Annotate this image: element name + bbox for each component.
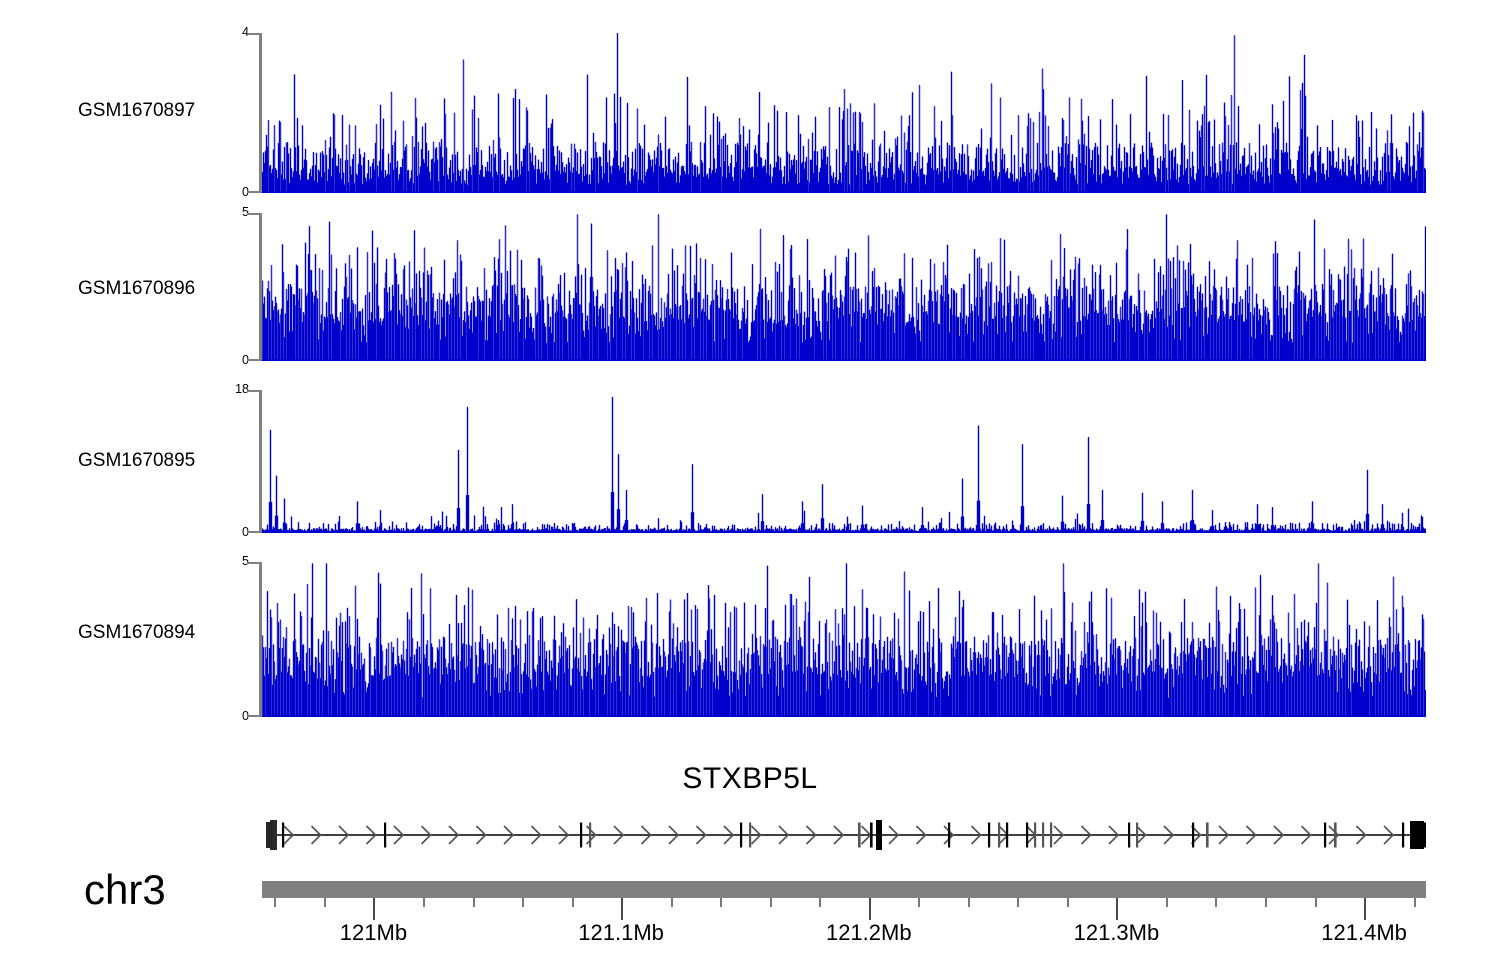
axis-tick-gsm1670894-max [247, 562, 259, 564]
gene-annotation-track[interactable]: STXBP5L [0, 760, 1500, 870]
ruler-tick-major [621, 898, 624, 920]
ruler-tick-minor [967, 898, 970, 907]
axis-tick-gsm1670895-min [247, 531, 259, 533]
ruler-tick-minor [422, 898, 425, 907]
ruler-tick-minor [769, 898, 772, 907]
ruler-label: 121Mb [339, 920, 408, 945]
axis-min-gsm1670896: 0 [242, 353, 249, 367]
axis-line-gsm1670895 [259, 390, 262, 533]
axis-tick-gsm1670894-min [247, 715, 259, 717]
ruler-tick-minor [274, 898, 277, 907]
ruler-label: 121.1Mb [578, 920, 664, 945]
track-label-gsm1670895: GSM1670895 [78, 450, 196, 471]
axis-max-gsm1670894: 5 [242, 554, 249, 568]
ruler-tick-minor [1413, 898, 1416, 907]
ruler-tick-minor [323, 898, 326, 907]
axis-tick-gsm1670895-max [247, 390, 259, 392]
axis-min-gsm1670895: 0 [242, 525, 249, 539]
ruler-tick-minor [571, 898, 574, 907]
coverage-plot-gsm1670895[interactable] [262, 390, 1426, 533]
ruler-tick-minor [1265, 898, 1268, 907]
axis-max-gsm1670896: 5 [242, 205, 249, 219]
axis-line-gsm1670894 [259, 562, 262, 717]
ruler-label: 121.3Mb [1073, 920, 1160, 945]
ruler-tick-minor [1165, 898, 1168, 907]
ruler-tick-minor [670, 898, 673, 907]
ruler-label: 121.4Mb [1321, 920, 1407, 945]
ruler-tick-minor [918, 898, 921, 907]
ruler-tick-minor [1314, 898, 1317, 907]
ruler-tick-minor [472, 898, 475, 907]
chromosome-label: chr3 [84, 866, 166, 913]
ruler-tick-minor [819, 898, 822, 907]
axis-min-gsm1670897: 0 [242, 185, 249, 199]
ruler-tick-major [1364, 898, 1367, 920]
ruler-tick-minor [1066, 898, 1069, 907]
ruler-tick-minor [1017, 898, 1020, 907]
coverage-plot-gsm1670894[interactable] [262, 562, 1426, 717]
track-label-gsm1670894: GSM1670894 [78, 622, 196, 643]
axis-min-gsm1670894: 0 [242, 709, 249, 723]
ruler-tick-minor [522, 898, 525, 907]
axis-max-gsm1670895: 18 [235, 382, 249, 396]
axis-line-gsm1670896 [259, 213, 262, 361]
coverage-plot-gsm1670896[interactable] [262, 213, 1426, 361]
ruler-tick-major [1116, 898, 1119, 920]
ruler-tick-major [868, 898, 871, 920]
axis-tick-gsm1670896-max [247, 213, 259, 215]
gene-model[interactable] [262, 805, 1427, 865]
track-label-gsm1670896: GSM1670896 [78, 278, 196, 299]
axis-line-gsm1670897 [259, 33, 262, 193]
chromosome-ideogram-bar[interactable] [262, 881, 1426, 898]
coordinate-ruler[interactable]: 121Mb 121.1Mb 121.2Mb 121.3Mb 121.4Mb [262, 898, 1426, 968]
ruler-tick-minor [720, 898, 723, 907]
axis-max-gsm1670897: 4 [242, 25, 249, 39]
ruler-label: 121.2Mb [825, 920, 912, 945]
ruler-tick-minor [1215, 898, 1218, 907]
track-label-gsm1670897: GSM1670897 [78, 100, 196, 121]
gene-label: STXBP5L [682, 762, 818, 795]
ruler-tick-major [373, 898, 376, 920]
coverage-plot-gsm1670897[interactable] [262, 33, 1426, 193]
axis-tick-gsm1670897-max [247, 33, 259, 35]
axis-tick-gsm1670896-min [247, 359, 259, 361]
axis-tick-gsm1670897-min [247, 191, 259, 193]
